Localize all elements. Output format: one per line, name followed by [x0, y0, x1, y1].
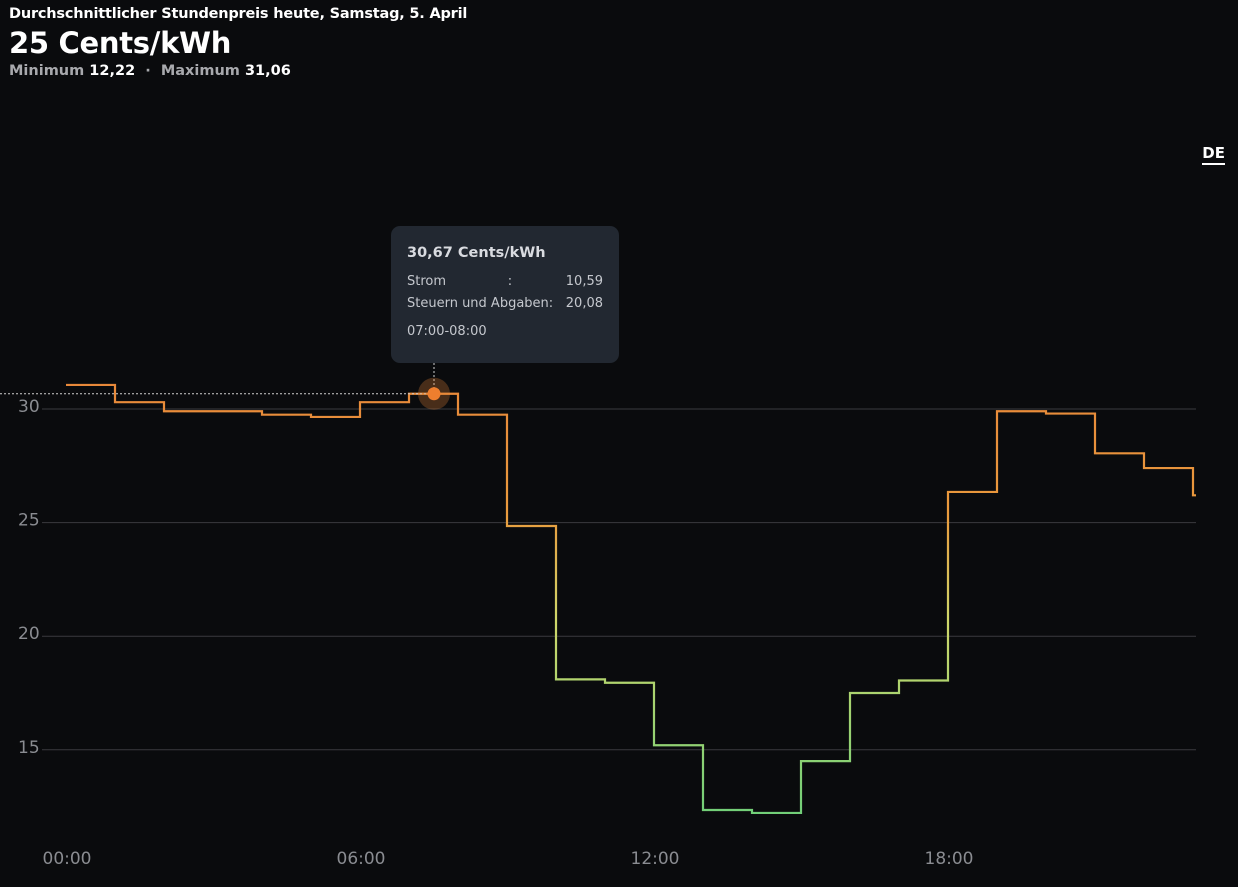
chart-subtitle: Durchschnittlicher Stundenpreis heute, S… [9, 6, 468, 22]
y-axis-ticks: 15 20 25 30 [18, 397, 40, 758]
tooltip-row-value: 10,59 [565, 274, 603, 289]
x-tick-label: 18:00 [925, 849, 974, 869]
hover-point [427, 387, 441, 401]
tooltip-row-label: Steuern und Abgaben: [407, 296, 554, 311]
tooltip-price: 30,67 Cents/kWh [407, 245, 546, 261]
maximum-label: Maximum [160, 63, 240, 79]
y-tick-label: 15 [18, 738, 40, 758]
price-step-line [66, 383, 1196, 815]
min-max-separator: · [145, 63, 151, 79]
y-tick-label: 20 [18, 624, 40, 644]
chart-header: Durchschnittlicher Stundenpreis heute, S… [9, 5, 467, 80]
x-tick-label: 00:00 [43, 849, 92, 869]
y-tick-label: 25 [18, 511, 40, 531]
x-tick-label: 12:00 [631, 849, 680, 869]
region-selector-de[interactable]: DE [1202, 144, 1225, 165]
maximum-value: 31,06 [244, 63, 291, 79]
grid-lines [42, 408, 1196, 751]
tooltip-row-sep: : [507, 274, 513, 289]
price-series [66, 383, 1196, 815]
price-tooltip: 30,67 Cents/kWh Strom : 10,59 Steuern un… [391, 226, 619, 363]
hover-highlight [0, 355, 450, 410]
tooltip-time-range: 07:00-08:00 [407, 324, 487, 339]
minimum-value: 12,22 [89, 63, 136, 79]
tooltip-row-strom: Strom : 10,59 [407, 271, 603, 293]
y-tick-label: 30 [18, 397, 40, 417]
tooltip-row-taxes: Steuern und Abgaben: 20,08 [407, 293, 603, 315]
min-max-summary: Minimum 12,22 · Maximum 31,06 [9, 62, 467, 80]
minimum-label: Minimum [9, 63, 85, 79]
x-tick-label: 06:00 [337, 849, 386, 869]
tooltip-row-label: Strom [407, 274, 447, 289]
tooltip-row-value: 20,08 [565, 296, 603, 311]
tooltip-breakdown: Strom : 10,59 Steuern und Abgaben: 20,08 [407, 271, 603, 315]
x-axis-ticks: 00:00 06:00 12:00 18:00 [43, 849, 974, 869]
average-price-headline: 25 Cents/kWh [9, 26, 232, 60]
